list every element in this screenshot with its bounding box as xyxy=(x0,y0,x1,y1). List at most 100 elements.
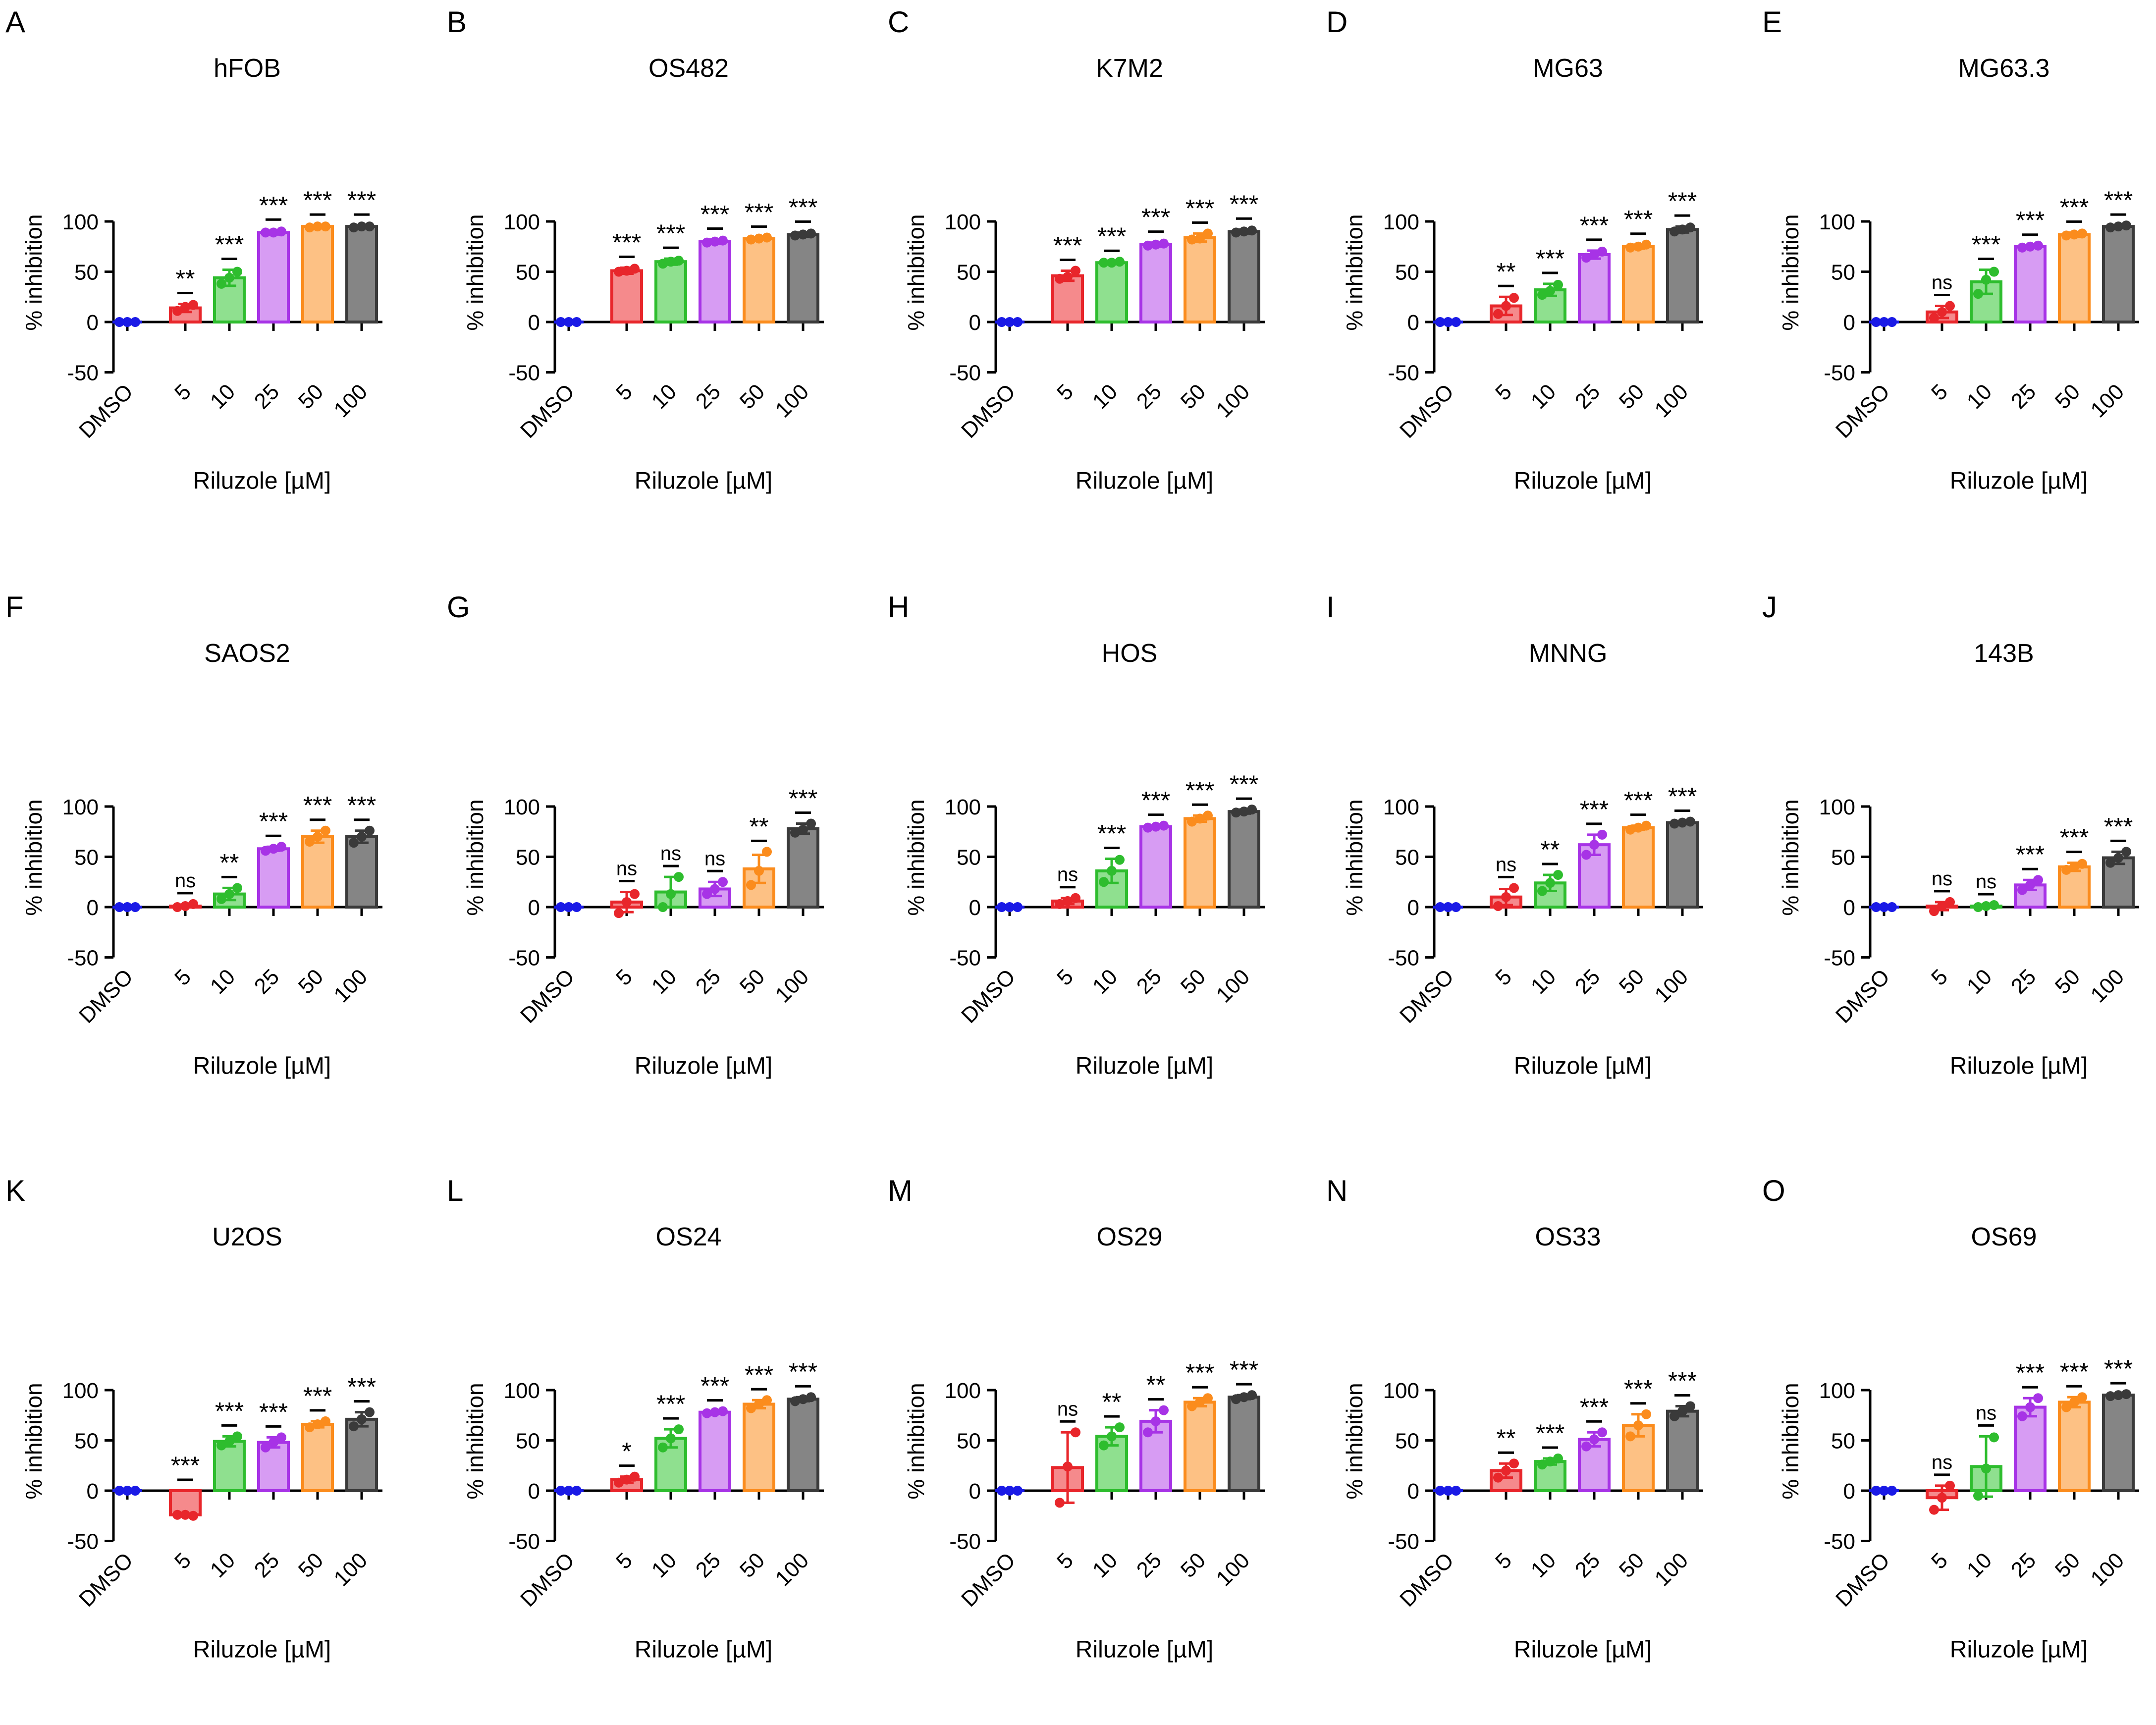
y-axis-label: % inhibition xyxy=(462,214,488,330)
y-tick-label: -50 xyxy=(1824,946,1855,970)
y-tick-label: 50 xyxy=(74,1429,99,1454)
x-tick-label: DMSO xyxy=(74,965,138,1028)
data-point xyxy=(1099,258,1109,268)
data-point xyxy=(1143,240,1153,251)
sig-label: *** xyxy=(215,1397,244,1425)
data-point xyxy=(1597,246,1607,257)
data-point xyxy=(614,267,624,277)
data-point xyxy=(997,902,1007,912)
data-point xyxy=(2121,1389,2131,1400)
y-tick-label: 100 xyxy=(504,795,540,819)
x-tick-label: 10 xyxy=(647,379,681,414)
x-axis-label: Riluzole [µM] xyxy=(1950,1053,2088,1079)
y-axis-label: % inhibition xyxy=(1778,1383,1803,1499)
data-point xyxy=(1013,1486,1023,1496)
data-point xyxy=(1581,850,1591,860)
data-point xyxy=(1670,1411,1679,1421)
x-tick-label: 100 xyxy=(2086,379,2129,423)
y-tick-label: 0 xyxy=(528,1479,540,1504)
data-point xyxy=(1871,1486,1881,1496)
y-tick-label: -50 xyxy=(1824,1530,1855,1554)
panel-title: U2OS xyxy=(212,1223,282,1251)
data-point xyxy=(718,235,728,246)
data-point xyxy=(1989,1432,1999,1443)
x-tick-label: 50 xyxy=(735,379,769,414)
y-tick-label: 0 xyxy=(1843,1479,1855,1504)
data-point xyxy=(1143,1427,1153,1438)
data-point xyxy=(2033,240,2043,251)
bar-50 xyxy=(301,225,334,323)
data-point xyxy=(674,1424,684,1435)
y-tick-label: 100 xyxy=(504,1379,540,1403)
data-point xyxy=(1451,317,1461,327)
sig-label: *** xyxy=(1230,770,1258,798)
data-point xyxy=(1247,225,1257,236)
data-point xyxy=(1195,813,1205,824)
data-point xyxy=(2105,858,2115,868)
data-point xyxy=(2113,221,2123,232)
sig-label: ns xyxy=(1932,272,1952,294)
y-axis-label: % inhibition xyxy=(21,1383,47,1499)
sig-label: ns xyxy=(704,848,725,869)
data-point xyxy=(321,221,330,232)
x-tick-label: 10 xyxy=(1962,379,1996,414)
data-point xyxy=(1887,1486,1897,1496)
x-tick-label: 100 xyxy=(329,965,373,1008)
sig-label: *** xyxy=(1580,796,1609,823)
x-tick-label: 25 xyxy=(2006,965,2041,999)
y-tick-label: 50 xyxy=(1831,846,1855,870)
data-point xyxy=(1107,1431,1117,1442)
panel-letter: K xyxy=(5,1174,25,1207)
bar-100 xyxy=(1666,1409,1699,1492)
data-point xyxy=(357,831,367,842)
sig-label: *** xyxy=(347,186,376,214)
data-point xyxy=(1641,1409,1651,1419)
x-tick-label: 50 xyxy=(2050,1548,2085,1582)
bar-25 xyxy=(257,231,290,323)
data-point xyxy=(1545,1456,1555,1467)
x-tick-label: 100 xyxy=(1212,379,1255,423)
data-point xyxy=(1055,1498,1065,1508)
data-point xyxy=(1013,902,1023,912)
bar-50 xyxy=(301,835,334,909)
bar-25 xyxy=(699,240,731,323)
sig-label: *** xyxy=(1230,190,1258,218)
sig-label: ns xyxy=(1932,868,1952,890)
data-point xyxy=(806,228,816,239)
y-tick-label: 100 xyxy=(945,1379,981,1403)
sig-label: *** xyxy=(1972,230,2000,258)
bar-100 xyxy=(1228,230,1260,323)
data-point xyxy=(224,272,234,283)
data-point xyxy=(1509,293,1519,303)
panel-title: SAOS2 xyxy=(204,639,290,668)
data-point xyxy=(630,889,640,899)
data-point xyxy=(630,264,640,274)
data-point xyxy=(798,229,808,240)
data-point xyxy=(1443,902,1453,912)
data-point xyxy=(1937,1493,1947,1503)
data-point xyxy=(188,899,198,909)
sig-label: *** xyxy=(701,201,729,228)
data-point xyxy=(365,825,375,836)
data-point xyxy=(1871,317,1881,327)
data-point xyxy=(997,317,1007,327)
data-point xyxy=(261,227,270,238)
sig-label: ** xyxy=(176,265,195,292)
sig-label: *** xyxy=(2016,207,2045,234)
panel-title: OS24 xyxy=(656,1223,722,1251)
sig-label: *** xyxy=(1141,204,1170,231)
data-point xyxy=(180,302,190,312)
data-point xyxy=(172,1509,182,1520)
x-tick-label: 25 xyxy=(691,965,725,999)
sig-label: ** xyxy=(750,812,769,840)
sig-label: *** xyxy=(1053,231,1082,259)
data-point xyxy=(1677,1406,1687,1416)
y-tick-label: -50 xyxy=(508,1530,540,1554)
x-tick-label: 5 xyxy=(1927,1548,1952,1574)
data-point xyxy=(188,1510,198,1521)
sig-label: ns xyxy=(660,843,681,864)
data-point xyxy=(1443,317,1453,327)
